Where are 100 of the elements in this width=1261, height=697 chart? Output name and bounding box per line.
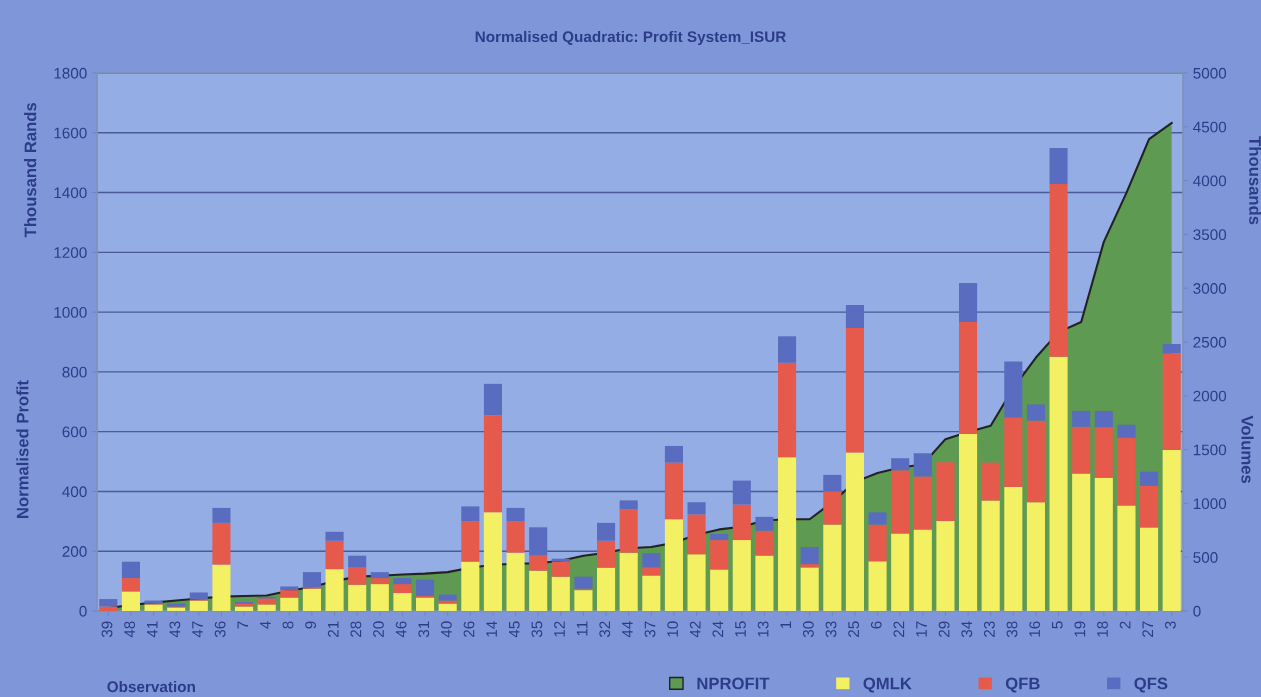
- y2-tick-label: 1000: [1193, 498, 1227, 510]
- y2-tick-label: 4000: [1193, 175, 1227, 187]
- y-tick-label: 600: [62, 426, 87, 438]
- bar: [1094, 427, 1113, 478]
- bar: [778, 362, 797, 458]
- bar: [913, 529, 932, 611]
- bar: [280, 597, 299, 611]
- bar: [845, 304, 864, 329]
- bar: [1049, 148, 1068, 185]
- chart-title: Normalised Quadratic: Profit System_ISUR: [475, 30, 786, 46]
- bar: [755, 516, 774, 531]
- bar: [325, 540, 344, 570]
- x-tick-label: 4: [260, 621, 271, 629]
- bar: [959, 321, 978, 435]
- bar: [1094, 477, 1113, 611]
- x-tick-label: 12: [554, 621, 565, 637]
- bar: [619, 552, 638, 611]
- y2-tick-label: 3000: [1193, 283, 1227, 294]
- bar: [664, 445, 683, 463]
- bar: [936, 462, 955, 521]
- bar: [1026, 420, 1045, 503]
- bar: [755, 555, 774, 611]
- bar: [483, 512, 502, 611]
- x-tick-label: 31: [418, 621, 430, 638]
- bar: [891, 458, 910, 471]
- bar: [1004, 417, 1023, 488]
- bar: [1072, 426, 1091, 474]
- y2-tick-label: 3500: [1193, 229, 1227, 241]
- bar: [348, 584, 367, 611]
- x-tick-label: 30: [802, 621, 814, 638]
- x-tick-label: 24: [712, 621, 724, 637]
- y2-tick-label: 1500: [1193, 444, 1227, 456]
- x-tick-label: 15: [735, 621, 746, 637]
- bar: [461, 521, 480, 562]
- bar: [959, 283, 978, 322]
- bar: [438, 600, 457, 604]
- x-tick-label: 19: [1074, 621, 1086, 637]
- bar: [280, 586, 299, 591]
- y-tick-label: 1000: [54, 306, 87, 318]
- bar: [574, 576, 593, 589]
- bar: [981, 462, 1000, 501]
- x-tick-label: 41: [147, 621, 158, 638]
- bar: [551, 576, 570, 611]
- bar: [257, 604, 276, 611]
- bar: [121, 561, 140, 579]
- y2-tick-label: 0: [1193, 605, 1201, 617]
- bar: [800, 546, 819, 565]
- y-tick-label: 1600: [54, 127, 87, 139]
- x-tick-label: 3: [1164, 621, 1176, 629]
- legend-label: QMLK: [863, 677, 912, 693]
- bar: [99, 606, 118, 611]
- x-tick-label: 40: [440, 621, 452, 638]
- x-tick-label: 27: [1142, 621, 1154, 637]
- x-tick-label: 36: [214, 621, 226, 638]
- bar: [642, 553, 661, 568]
- y-tick-label: 800: [62, 366, 87, 378]
- bar: [981, 500, 1000, 611]
- y-tick-label: 200: [62, 546, 87, 557]
- bar: [687, 514, 706, 555]
- bar: [959, 434, 978, 611]
- y2-tick-label: 2000: [1193, 390, 1227, 402]
- x-tick-label: 25: [848, 621, 860, 637]
- x-tick-label: 39: [101, 621, 113, 638]
- x-tick-label: 38: [1006, 621, 1018, 638]
- bar: [551, 561, 570, 577]
- x-tick-label: 17: [916, 621, 927, 637]
- bar: [416, 597, 435, 611]
- bar: [913, 453, 932, 477]
- bar: [1049, 184, 1068, 357]
- bar: [823, 524, 842, 611]
- bar: [936, 520, 955, 611]
- bar: [710, 569, 729, 611]
- bar: [800, 567, 819, 611]
- bar: [755, 530, 774, 556]
- bar: [483, 383, 502, 416]
- bar: [664, 519, 683, 611]
- x-tick-label: 7: [237, 621, 249, 629]
- bar: [370, 572, 389, 579]
- bar: [506, 521, 525, 553]
- bar: [416, 579, 435, 597]
- bar: [1162, 344, 1181, 354]
- bar: [732, 504, 751, 541]
- legend-label: QFB: [1005, 677, 1040, 693]
- bar: [574, 590, 593, 611]
- bar: [845, 452, 864, 611]
- y-tick-label: 400: [62, 486, 87, 498]
- bar: [302, 572, 321, 588]
- bar: [348, 555, 367, 568]
- bar: [189, 600, 208, 611]
- x-tick-label: 26: [463, 621, 475, 637]
- y2-axis-title: Volumes: [1241, 415, 1254, 484]
- bar: [1026, 404, 1045, 421]
- bar: [619, 500, 638, 510]
- bar: [212, 564, 231, 611]
- bar: [687, 554, 706, 611]
- bar: [800, 564, 819, 568]
- bar: [1140, 527, 1159, 611]
- legend-label: NPROFIT: [697, 677, 770, 690]
- x-tick-label: 45: [509, 621, 520, 638]
- bar: [325, 569, 344, 611]
